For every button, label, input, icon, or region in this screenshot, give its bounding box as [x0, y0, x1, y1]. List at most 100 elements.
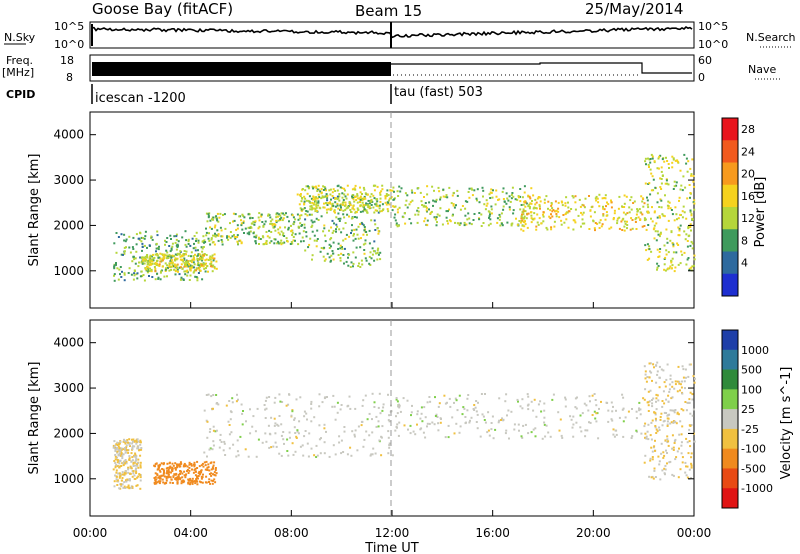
power-point [284, 226, 286, 229]
power-point [574, 195, 577, 198]
power-point [610, 199, 612, 202]
power-point [304, 213, 307, 216]
power-point [638, 208, 641, 211]
velocity-point [113, 440, 116, 443]
velocity-point [212, 425, 215, 428]
power-point [669, 239, 672, 242]
power-point [148, 259, 151, 262]
velocity-point [564, 398, 567, 401]
power-point [393, 198, 396, 201]
power-point [177, 270, 179, 273]
power-point [304, 218, 307, 221]
velocity-point [140, 447, 143, 449]
power-point [207, 213, 210, 216]
velocity-point [136, 464, 139, 467]
power-point [260, 213, 263, 216]
power-point [613, 212, 616, 215]
power-point [113, 264, 116, 267]
power-point [397, 224, 400, 227]
velocity-point [303, 415, 306, 418]
velocity-point [132, 445, 134, 448]
velocity-point [666, 420, 669, 423]
power-point [234, 213, 237, 216]
power-point [521, 211, 524, 214]
velocity-point [682, 376, 685, 379]
power-point [352, 196, 355, 199]
velocity-point [214, 467, 217, 469]
power-point [663, 263, 666, 266]
power-point [310, 226, 313, 228]
power-point [348, 201, 351, 203]
velocity-point [171, 469, 174, 472]
velocity-point [426, 425, 428, 428]
power-point [124, 240, 127, 243]
power-point [242, 221, 245, 224]
power-point [282, 232, 285, 235]
velocity-point [399, 410, 402, 413]
velocity-point [647, 438, 650, 441]
velocity-point [672, 446, 675, 449]
cpid-mode-2: tau (fast) 503 [394, 85, 483, 100]
velocity-point [500, 419, 502, 421]
power-point [164, 268, 167, 271]
power-point [210, 227, 213, 230]
velocity-point [165, 475, 168, 478]
velocity-point [688, 363, 691, 366]
power-point [659, 216, 661, 219]
velocity-point [119, 474, 122, 477]
power-point [123, 233, 126, 236]
power-point [137, 237, 140, 240]
power-point [683, 153, 686, 156]
power-point [274, 224, 277, 227]
power-point [286, 215, 289, 218]
power-point [356, 201, 359, 204]
power-point [139, 256, 142, 259]
power-point [548, 215, 551, 218]
velocity-point [618, 416, 621, 419]
velocity-point [459, 425, 462, 428]
velocity-point [185, 473, 188, 476]
velocity-point [635, 429, 638, 432]
velocity-point [129, 465, 132, 468]
power-point [197, 239, 200, 242]
power-point [596, 222, 599, 225]
power-point [370, 193, 373, 196]
power-point [679, 188, 682, 191]
power-point [508, 206, 511, 209]
power-point [375, 202, 378, 205]
velocity-point [490, 422, 493, 424]
velocity-point [498, 419, 501, 422]
power-point [394, 213, 397, 216]
velocity-point [655, 428, 658, 431]
power-point [653, 160, 656, 163]
date-title: 25/May/2014 [585, 0, 683, 18]
power-point [634, 221, 637, 223]
power-point [455, 204, 457, 207]
power-point [658, 215, 661, 218]
velocity-point [492, 437, 495, 440]
power-point [357, 265, 360, 267]
power-point [693, 254, 696, 257]
power-point [550, 226, 553, 229]
power-point [195, 267, 198, 270]
velocity-point [216, 402, 219, 404]
power-point [258, 212, 261, 215]
power-point [521, 196, 524, 199]
power-point [570, 208, 573, 210]
power-point [671, 257, 674, 260]
velocity-point [681, 461, 684, 464]
velocity-point [645, 437, 648, 440]
velocity-point [158, 482, 161, 485]
power-point [118, 268, 121, 271]
velocity-point [212, 394, 215, 396]
velocity-point [395, 425, 398, 428]
power-point [495, 195, 498, 198]
velocity-point [307, 455, 310, 458]
power-point [216, 212, 219, 215]
power-point [320, 197, 323, 200]
power-point [146, 271, 149, 274]
power-point [494, 203, 497, 206]
power-point [184, 243, 187, 246]
velocity-point [169, 476, 172, 479]
